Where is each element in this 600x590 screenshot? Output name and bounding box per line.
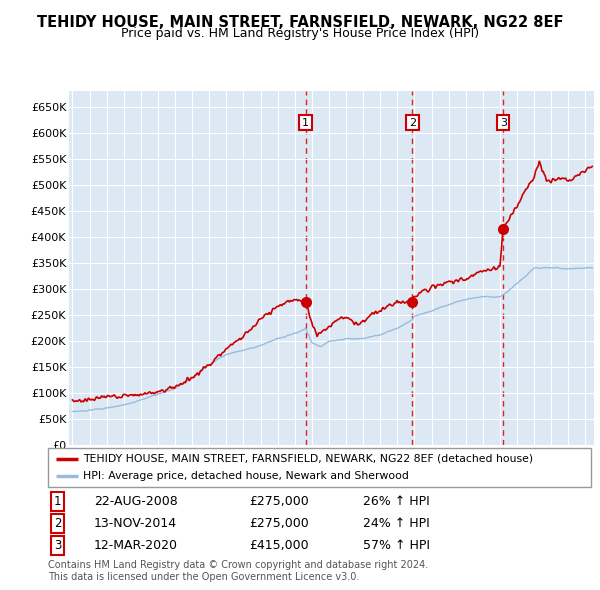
Text: 3: 3	[54, 539, 61, 552]
Text: £415,000: £415,000	[249, 539, 308, 552]
Text: 24% ↑ HPI: 24% ↑ HPI	[363, 517, 430, 530]
Text: 2: 2	[54, 517, 62, 530]
Text: Price paid vs. HM Land Registry's House Price Index (HPI): Price paid vs. HM Land Registry's House …	[121, 27, 479, 40]
Text: HPI: Average price, detached house, Newark and Sherwood: HPI: Average price, detached house, Newa…	[83, 471, 409, 481]
Text: £275,000: £275,000	[249, 517, 308, 530]
Text: 26% ↑ HPI: 26% ↑ HPI	[363, 496, 430, 509]
Text: 3: 3	[500, 117, 506, 127]
Text: TEHIDY HOUSE, MAIN STREET, FARNSFIELD, NEWARK, NG22 8EF: TEHIDY HOUSE, MAIN STREET, FARNSFIELD, N…	[37, 15, 563, 30]
Text: 12-MAR-2020: 12-MAR-2020	[94, 539, 178, 552]
Text: 2: 2	[409, 117, 416, 127]
Text: Contains HM Land Registry data © Crown copyright and database right 2024.
This d: Contains HM Land Registry data © Crown c…	[48, 560, 428, 582]
Text: £275,000: £275,000	[249, 496, 308, 509]
Text: 1: 1	[54, 496, 62, 509]
Text: TEHIDY HOUSE, MAIN STREET, FARNSFIELD, NEWARK, NG22 8EF (detached house): TEHIDY HOUSE, MAIN STREET, FARNSFIELD, N…	[83, 454, 533, 464]
Text: 13-NOV-2014: 13-NOV-2014	[94, 517, 177, 530]
Text: 22-AUG-2008: 22-AUG-2008	[94, 496, 178, 509]
Text: 57% ↑ HPI: 57% ↑ HPI	[363, 539, 430, 552]
Text: 1: 1	[302, 117, 309, 127]
